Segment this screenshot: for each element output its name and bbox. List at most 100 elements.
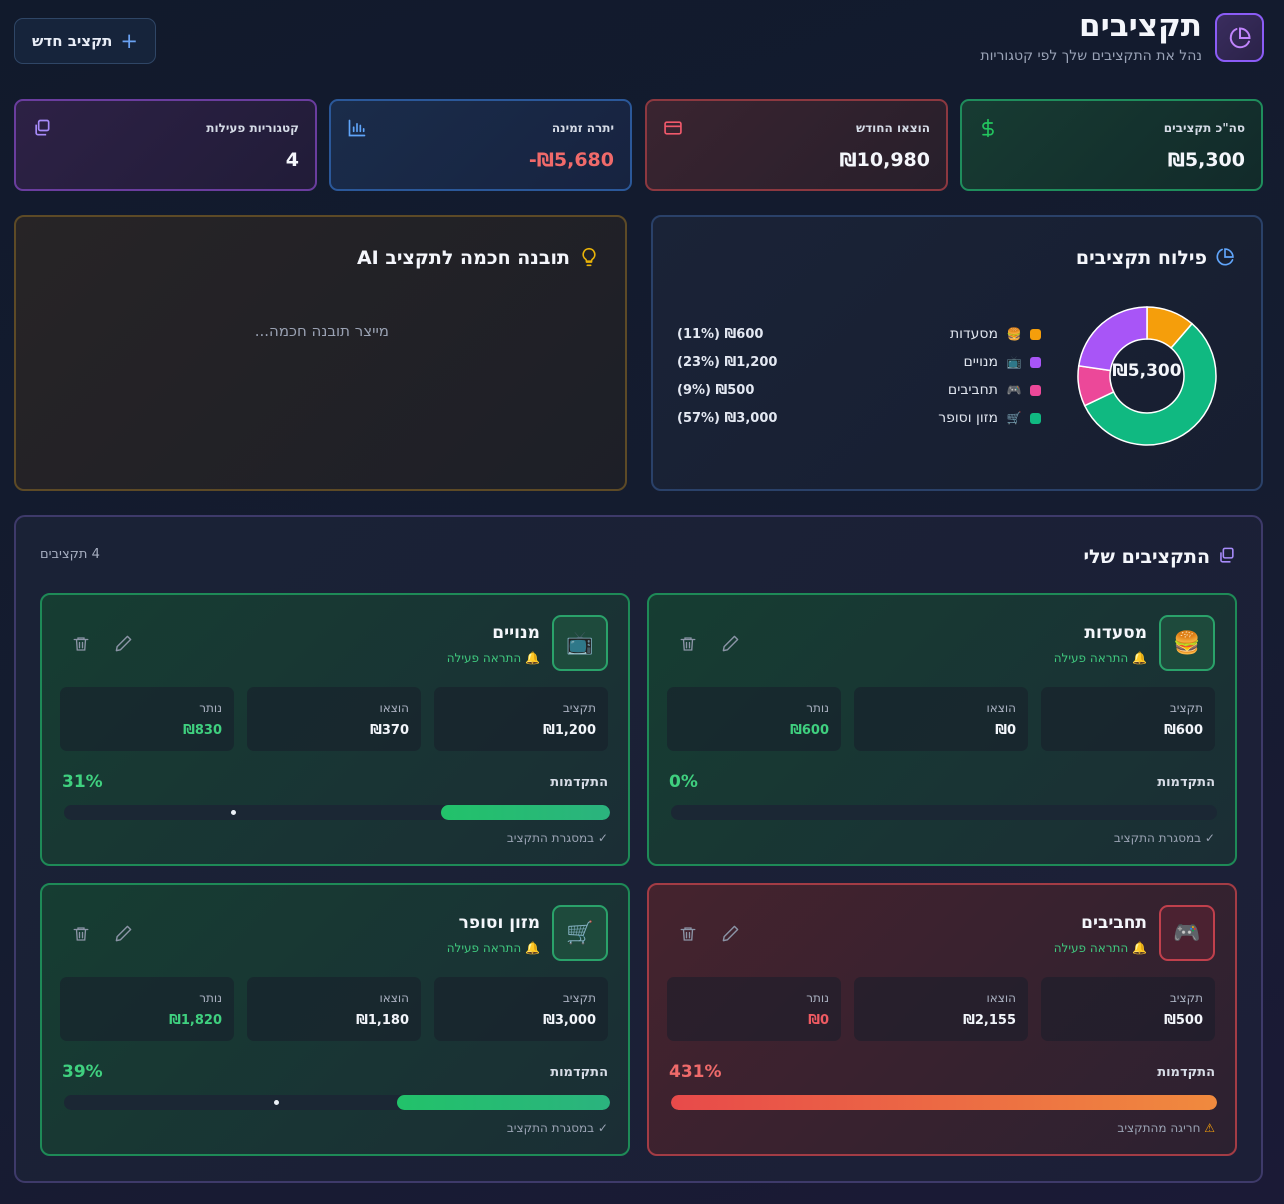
delete-button[interactable] xyxy=(679,925,697,943)
progress-label: התקדמות xyxy=(550,775,608,790)
metric-label: נותר xyxy=(199,991,222,1005)
edit-button[interactable] xyxy=(721,634,740,653)
legend-label: מזון וסופר xyxy=(938,410,998,426)
legend-value: (23%) ₪1,200 xyxy=(677,352,777,372)
distribution-title: פילוח תקציבים xyxy=(1075,247,1207,269)
metric-label: תקציב xyxy=(1169,701,1203,715)
stat-available-balance: יתרה זמינה -₪5,680 xyxy=(329,99,632,191)
alert-active: 🔔 התראה פעילה xyxy=(447,651,540,665)
my-budgets-title: התקציבים שלי xyxy=(1083,546,1210,568)
pie-chart-icon xyxy=(1229,26,1251,48)
budget-card-title: מנויים xyxy=(492,623,540,643)
legend-amount: ₪600 xyxy=(724,326,764,342)
stat-value: ₪10,980 xyxy=(839,149,930,171)
legend-value: (11%) ₪600 xyxy=(677,324,763,344)
pencil-icon xyxy=(722,635,739,652)
budgets-count: 4 תקציבים xyxy=(40,547,100,562)
legend-pct: (11%) xyxy=(677,326,720,342)
shopping-cart-icon: 🛒 xyxy=(552,905,608,961)
bell-icon: 🔔 xyxy=(525,941,540,955)
budget-amount-box: תקציב ₪500 xyxy=(1041,977,1215,1041)
edit-button[interactable] xyxy=(721,924,740,943)
stat-active-categories: קטגוריות פעילות 4 xyxy=(14,99,317,191)
legend-value: (9%) ₪500 xyxy=(677,380,754,400)
stat-value: ₪5,300 xyxy=(1167,149,1245,171)
legend-label: מסעדות xyxy=(949,326,998,342)
metric-label: תקציב xyxy=(1169,991,1203,1005)
legend-amount: ₪500 xyxy=(715,382,755,398)
stat-spent-month: הוצאו החודש ₪10,980 xyxy=(645,99,948,191)
metric-label: נותר xyxy=(199,701,222,715)
progress-percent: 431% xyxy=(669,1062,722,1082)
stat-label: יתרה זמינה xyxy=(551,121,614,135)
layers-icon xyxy=(32,118,52,138)
alert-active: 🔔 התראה פעילה xyxy=(1054,941,1147,955)
legend-pct: (57%) xyxy=(677,410,720,426)
legend-label: תחביבים xyxy=(947,382,998,398)
metric-value: ₪1,200 xyxy=(543,723,596,738)
edit-button[interactable] xyxy=(114,634,133,653)
gamepad-icon: 🎮 xyxy=(1159,905,1215,961)
ai-insight-status: מייצר תובנה חכמה... xyxy=(254,322,389,340)
donut-slice xyxy=(1077,306,1148,372)
progress-track xyxy=(671,805,1217,820)
metric-label: תקציב xyxy=(562,991,596,1005)
stat-total-budgets: סה"כ תקציבים ₪5,300 xyxy=(960,99,1263,191)
pencil-icon xyxy=(115,635,132,652)
delete-button[interactable] xyxy=(679,635,697,653)
metric-label: הוצאו xyxy=(986,701,1016,715)
alert-label: התראה פעילה xyxy=(446,651,522,665)
metric-value: ₪0 xyxy=(808,1013,829,1028)
metric-value: ₪370 xyxy=(370,723,409,738)
credit-card-icon xyxy=(663,118,683,138)
remaining-amount-box: נותר ₪1,820 xyxy=(60,977,234,1041)
budget-amount-box: תקציב ₪600 xyxy=(1041,687,1215,751)
new-budget-button[interactable]: + תקציב חדש xyxy=(14,18,156,64)
budget-amount-box: תקציב ₪1,200 xyxy=(434,687,608,751)
spent-amount-box: הוצאו ₪0 xyxy=(854,687,1028,751)
budget-card-groceries: 🛒 מזון וסופר 🔔 התראה פעילה תקציב ₪3,000 ה… xyxy=(40,883,630,1156)
edit-button[interactable] xyxy=(114,924,133,943)
delete-button[interactable] xyxy=(72,925,90,943)
progress-label: התקדמות xyxy=(1157,1065,1215,1080)
alert-active: 🔔 התראה פעילה xyxy=(1054,651,1147,665)
stat-value: -₪5,680 xyxy=(528,149,614,171)
progress-percent: 31% xyxy=(62,772,103,792)
delete-button[interactable] xyxy=(72,635,90,653)
trash-icon xyxy=(680,927,696,941)
budget-card-title: מסעדות xyxy=(1084,623,1147,643)
remaining-amount-box: נותר ₪0 xyxy=(667,977,841,1041)
legend-swatch xyxy=(1030,356,1041,368)
page-subtitle: נהל את התקציבים שלך לפי קטגוריות xyxy=(980,48,1202,64)
progress-track xyxy=(64,805,610,820)
spent-amount-box: הוצאו ₪370 xyxy=(247,687,421,751)
metric-label: תקציב xyxy=(562,701,596,715)
budget-status: ⚠ חריגה מהתקציב xyxy=(1117,1121,1215,1135)
progress-fill xyxy=(397,1095,610,1110)
legend-item: 🍔 מסעדות xyxy=(950,324,1041,344)
ai-insight-title: תובנה חכמה לתקציב AI xyxy=(356,247,570,269)
legend-label: מנויים xyxy=(963,354,998,370)
donut-slice xyxy=(1083,322,1217,446)
progress-fill xyxy=(671,1095,1217,1110)
tv-icon: 📺 xyxy=(552,615,608,671)
remaining-amount-box: נותר ₪830 xyxy=(60,687,234,751)
metric-value: ₪1,180 xyxy=(356,1013,409,1028)
metric-value: ₪830 xyxy=(183,723,222,738)
legend-swatch xyxy=(1030,384,1041,396)
metric-value: ₪600 xyxy=(1164,723,1203,738)
stat-label: קטגוריות פעילות xyxy=(206,121,299,135)
budget-card-title: מזון וסופר xyxy=(458,913,540,933)
page-title: תקציבים xyxy=(1079,8,1202,44)
new-budget-label: תקציב חדש xyxy=(32,32,113,50)
metric-value: ₪0 xyxy=(995,723,1016,738)
pencil-icon xyxy=(722,925,739,942)
burger-icon: 🍔 xyxy=(1006,327,1022,341)
budgets-logo xyxy=(1215,13,1264,62)
budget-amount-box: תקציב ₪3,000 xyxy=(434,977,608,1041)
legend-item: 📺 מנויים xyxy=(964,352,1041,372)
lightbulb-icon xyxy=(579,247,599,267)
ai-insight-panel: תובנה חכמה לתקציב AI מייצר תובנה חכמה... xyxy=(14,215,627,491)
dollar-icon xyxy=(978,118,998,138)
plus-icon: + xyxy=(120,28,138,53)
